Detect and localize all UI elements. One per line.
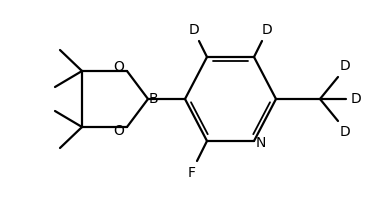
Text: D: D	[351, 92, 361, 106]
Text: D: D	[340, 59, 350, 73]
Text: B: B	[148, 92, 158, 106]
Text: N: N	[256, 136, 266, 150]
Text: D: D	[189, 23, 199, 37]
Text: D: D	[340, 125, 350, 139]
Text: F: F	[188, 166, 196, 180]
Text: D: D	[262, 23, 272, 37]
Text: O: O	[114, 124, 125, 138]
Text: O: O	[114, 60, 125, 74]
